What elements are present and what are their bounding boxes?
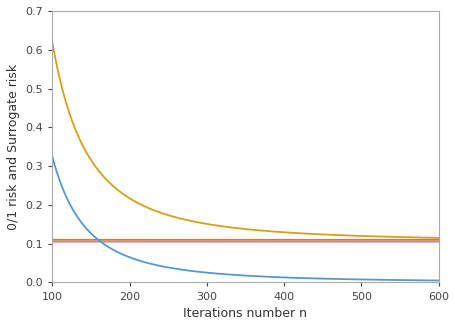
X-axis label: Iterations number n: Iterations number n <box>183 307 307 320</box>
Y-axis label: 0/1 risk and Surrogate risk: 0/1 risk and Surrogate risk <box>7 64 20 230</box>
